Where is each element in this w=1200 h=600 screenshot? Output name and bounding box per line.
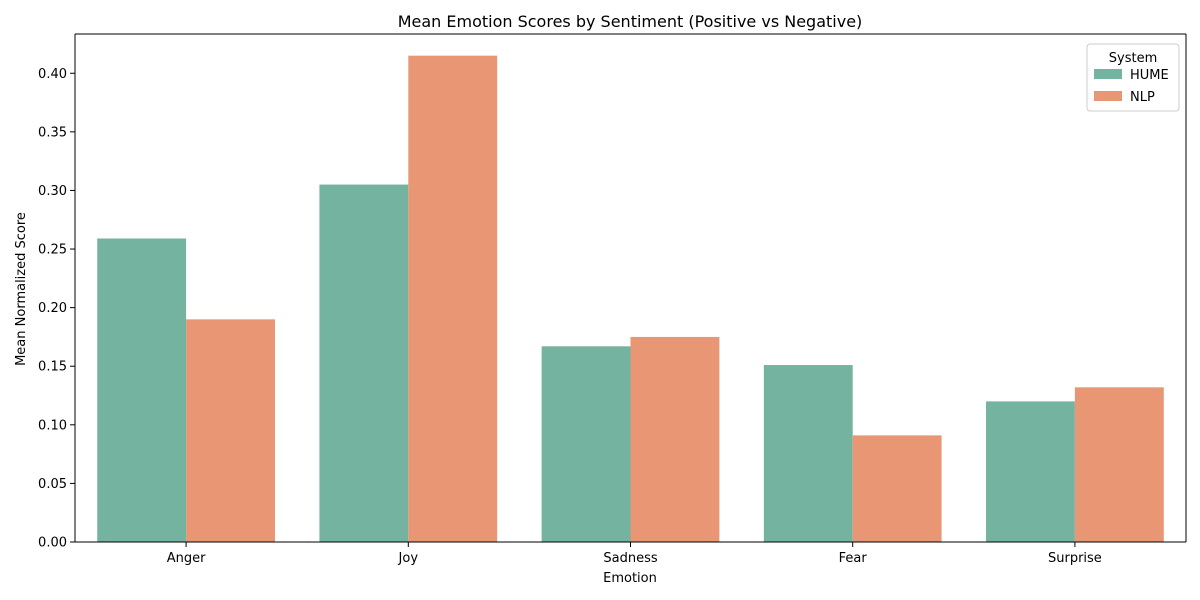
x-tick-label-joy: Joy <box>398 551 419 566</box>
bar-nlp-joy <box>408 55 498 543</box>
y-axis-label: Mean Normalized Score <box>14 212 29 366</box>
legend: System HUME NLP <box>1086 43 1180 112</box>
bar-nlp-anger <box>186 319 275 542</box>
axes-group: 0.00 0.05 0.10 0.15 0.20 0.25 0.30 0.35 0.40 Ange… <box>38 33 1187 566</box>
legend-label-nlp: NLP <box>1130 90 1155 105</box>
y-tick-label: 0.15 <box>38 360 67 375</box>
bar-hume-surprise <box>986 401 1075 542</box>
y-tick-label: 0.00 <box>38 536 67 551</box>
bar-hume-anger <box>97 238 187 542</box>
legend-title: System <box>1109 51 1157 66</box>
x-tick-label-anger: Anger <box>167 551 206 566</box>
bar-hume-sadness <box>541 346 631 542</box>
y-tick-label: 0.30 <box>38 184 67 199</box>
x-tick-label-fear: Fear <box>839 551 868 566</box>
x-axis-label: Emotion <box>603 571 657 586</box>
legend-swatch-nlp <box>1094 91 1122 101</box>
y-tick-label: 0.10 <box>38 418 67 433</box>
x-tick-label-sadness: Sadness <box>603 551 657 566</box>
legend-swatch-hume <box>1094 69 1122 79</box>
bar-nlp-fear <box>852 435 942 542</box>
bar-nlp-surprise <box>1074 387 1164 542</box>
legend-label-hume: HUME <box>1130 68 1169 83</box>
y-tick-label: 0.35 <box>38 125 67 140</box>
y-tick-label: 0.20 <box>38 301 67 316</box>
y-tick-label: 0.25 <box>38 243 67 258</box>
y-tick-label: 0.40 <box>38 67 67 82</box>
y-tick-label: 0.05 <box>38 477 67 492</box>
bar-hume-fear <box>763 365 853 542</box>
bar-hume-joy <box>319 184 409 542</box>
bar-nlp-sadness <box>630 336 720 542</box>
chart-title: Mean Emotion Scores by Sentiment (Positi… <box>398 12 863 31</box>
bars-group <box>97 55 1164 543</box>
x-tick-label-surprise: Surprise <box>1048 551 1102 566</box>
